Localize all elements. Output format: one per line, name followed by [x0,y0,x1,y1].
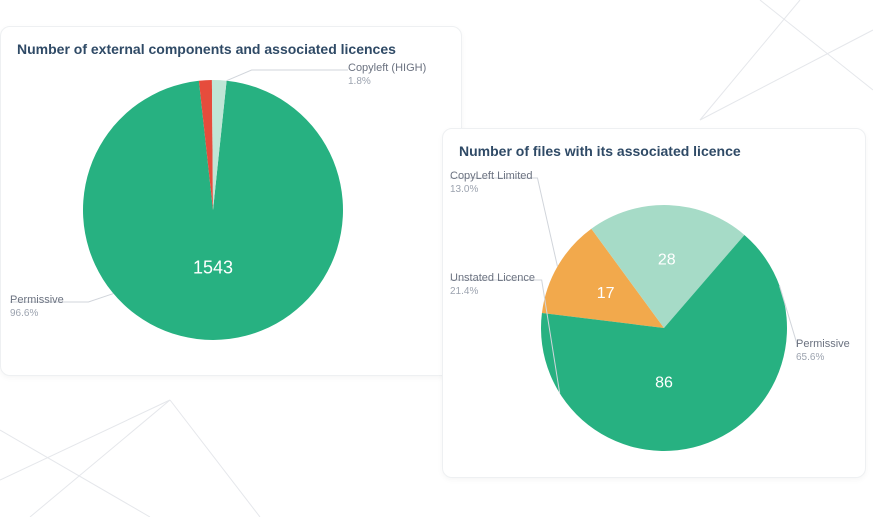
chart2-callout-0: CopyLeft Limited13.0% [450,170,533,196]
chart2-title: Number of files with its associated lice… [459,143,741,159]
chart2-callout-1: Unstated Licence21.4% [450,272,535,298]
chart1-title: Number of external components and associ… [17,41,396,57]
chart1-callout-1: Copyleft (HIGH)1.8% [348,62,426,88]
chart2-callout-2: Permissive65.6% [796,338,850,364]
chart1-callout-0: Permissive96.6% [10,294,64,320]
